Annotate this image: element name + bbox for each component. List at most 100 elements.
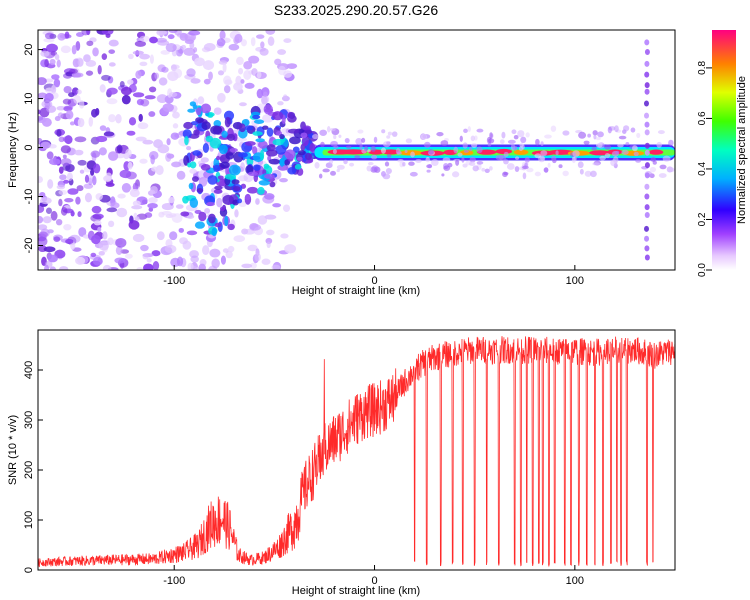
spectrogram-speckle (241, 263, 253, 269)
spectrogram-speckle (149, 36, 158, 44)
spectrogram-spike (644, 60, 650, 67)
y-tick-label: 200 (23, 461, 35, 479)
carrier-peak (548, 149, 574, 155)
spectrogram-speckle (101, 53, 108, 61)
spectrogram-speckle (98, 250, 105, 256)
spectrogram-speckle (440, 140, 449, 146)
spectrogram-speckle (187, 108, 196, 113)
spectrogram-speckle (203, 43, 216, 52)
spectrogram-speckle (201, 121, 211, 130)
spectrogram-speckle (58, 136, 65, 143)
spectrogram-speckle (320, 141, 325, 148)
spectrogram-speckle (286, 63, 298, 69)
spectrogram-speckle (42, 216, 52, 224)
spectrogram-speckle (176, 256, 184, 267)
spectrogram-speckle (233, 235, 246, 243)
spectrogram-speckle (359, 143, 363, 151)
spectrogram-speckle (64, 197, 74, 203)
spectrogram-speckle (355, 137, 363, 145)
spectrogram-speckle (51, 84, 57, 94)
spectrogram-speckle (57, 112, 64, 119)
spectrogram-speckle (463, 149, 469, 153)
spectrogram-speckle (186, 68, 196, 77)
spectrogram-speckle (253, 164, 261, 171)
spectrogram-speckle (512, 145, 518, 151)
spectrogram-speckle (252, 114, 261, 120)
spectrogram-speckle (302, 125, 312, 131)
spectrogram-speckle (74, 149, 84, 156)
spectrogram-speckle (189, 197, 199, 208)
spectrogram-speckle (105, 33, 111, 38)
spectrogram-speckle (148, 207, 154, 212)
spectrogram-speckle (184, 39, 195, 45)
spectrogram-speckle (534, 153, 542, 159)
spectrogram-speckle (192, 150, 202, 156)
spectrogram-speckle (176, 170, 186, 180)
spectrogram-speckle (126, 130, 136, 136)
spectrogram-speckle (142, 253, 149, 260)
spectrogram-speckle (271, 264, 281, 270)
spectrogram-speckle (259, 149, 265, 161)
spectrogram-spike (644, 172, 650, 179)
spectrogram-speckle (93, 220, 102, 226)
spectrogram-speckle (78, 227, 87, 237)
spectrogram-speckle (88, 116, 94, 127)
spectrogram-speckle (151, 250, 161, 257)
snr-x-label: Height of straight line (km) (292, 585, 420, 597)
spectrogram-speckle (618, 135, 627, 140)
spectrogram-speckle (332, 148, 337, 155)
spectrogram-speckle (550, 125, 557, 132)
spectrogram-speckle (155, 37, 168, 43)
spectrogram-speckle (114, 257, 126, 264)
spectrogram-speckle (615, 150, 620, 155)
spectrogram-spike (644, 129, 650, 136)
spectrogram-speckle (134, 216, 140, 222)
spectrogram-speckle (525, 132, 530, 138)
spectrogram-speckle (108, 49, 116, 54)
spectrogram-speckle (442, 157, 451, 162)
spectrogram-speckle (562, 130, 570, 136)
snr-y-label: SNR (10 * v/v) (7, 415, 19, 485)
spectrogram-speckle (165, 43, 177, 53)
spectrogram-speckle (116, 207, 128, 218)
spectrogram-speckle (371, 165, 379, 172)
spectrogram-speckle (511, 129, 517, 135)
spectrogram-speckle (287, 166, 297, 175)
spectrogram-speckle (248, 55, 260, 64)
spectrogram-speckle (595, 136, 601, 141)
spectrogram-speckle (169, 231, 178, 241)
spectrogram-speckle (81, 30, 90, 36)
spectrogram-speckle (144, 212, 153, 218)
spectrogram-speckle (147, 202, 158, 209)
spectrogram-speckle (194, 221, 205, 229)
spectrogram-speckle (57, 32, 66, 41)
spectrogram-speckle (318, 173, 323, 179)
y-tick-label: -10 (23, 189, 35, 205)
spectrogram-speckle (156, 30, 166, 36)
spectrogram-speckle (503, 159, 509, 165)
spectrogram-speckle (252, 146, 258, 155)
spectrogram-speckle (240, 79, 245, 84)
spectrogram-speckle (105, 172, 113, 181)
spectrogram-speckle (207, 175, 218, 185)
spectrogram-y-label: Frequency (Hz) (7, 112, 19, 188)
spectrogram-speckle (150, 154, 155, 165)
spectrogram-speckle (244, 125, 254, 131)
spectrogram-speckle (168, 196, 175, 204)
spectrogram-speckle (488, 166, 493, 171)
spectrogram-speckle (543, 167, 549, 173)
spectrogram-speckle (336, 168, 340, 173)
spectrogram-speckle (517, 130, 525, 138)
spectrogram-speckle (63, 85, 72, 94)
spectrogram-speckle (514, 166, 520, 172)
spectrogram-speckle (202, 245, 210, 256)
spectrogram-speckle (98, 241, 109, 251)
spectrogram-speckle (149, 189, 156, 195)
spectrogram-speckle (243, 70, 252, 80)
spectrogram-speckle (49, 266, 56, 270)
spectrogram-speckle (255, 198, 260, 205)
spectrogram-speckle (540, 150, 548, 156)
spectrogram-speckle (108, 220, 115, 228)
spectrogram-speckle (410, 151, 415, 158)
